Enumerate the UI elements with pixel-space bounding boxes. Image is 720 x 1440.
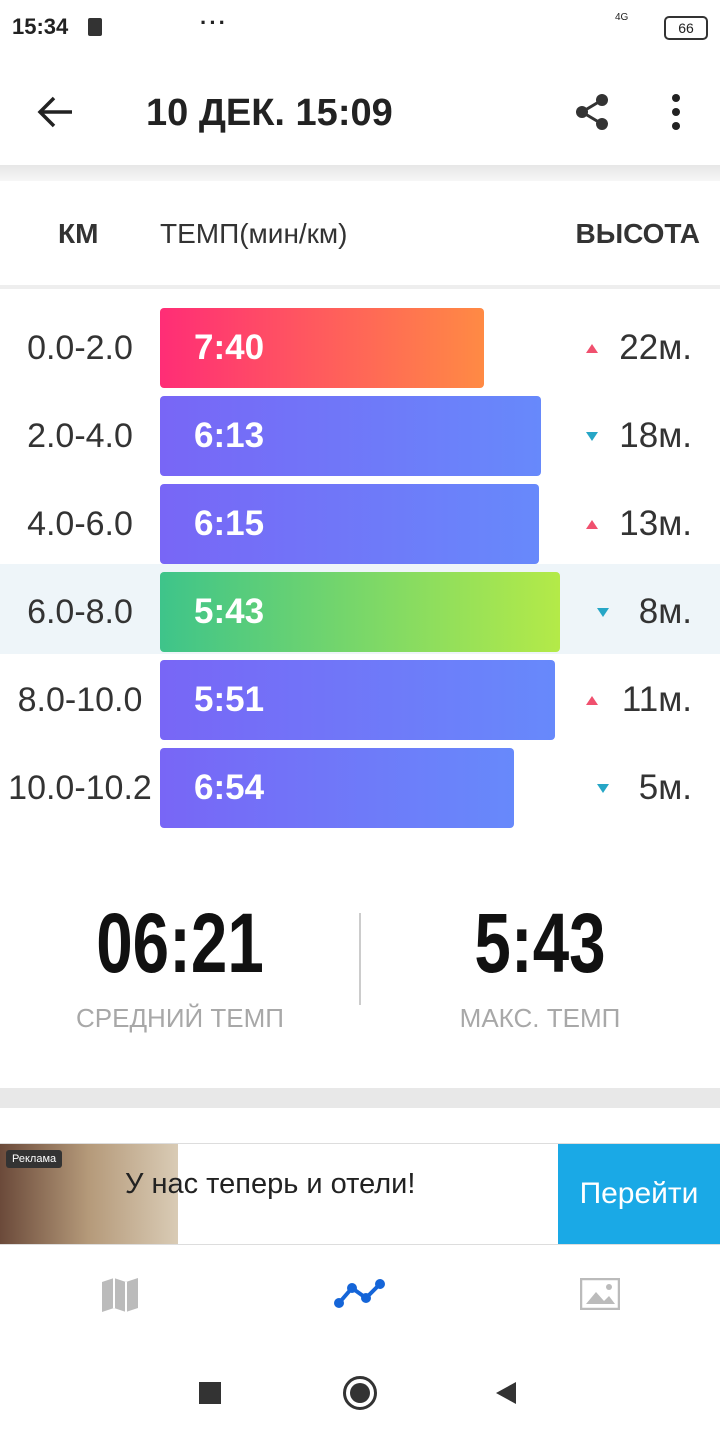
km-range: 6.0-8.0 bbox=[27, 593, 133, 631]
km-range: 0.0-2.0 bbox=[27, 329, 133, 367]
max-pace-label: МАКС. ТЕМП bbox=[459, 1003, 621, 1033]
pace-row: 10.0-10.2 6:54 5м. bbox=[0, 744, 720, 832]
more-icon: ··· bbox=[200, 10, 228, 35]
pace-row: 8.0-10.0 5:51 11м. bbox=[0, 656, 720, 744]
map-tab[interactable] bbox=[100, 1276, 140, 1314]
trend-icon bbox=[586, 696, 598, 705]
elevation: 8м. bbox=[638, 592, 692, 631]
km-range: 4.0-6.0 bbox=[27, 505, 133, 543]
pace-row: 6.0-8.0 5:43 8м. bbox=[0, 564, 720, 654]
pace-row: 4.0-6.0 6:15 13м. bbox=[0, 480, 720, 568]
pace-value: 5:43 bbox=[194, 592, 265, 631]
col-pace: ТЕМП(мин/км) bbox=[160, 218, 348, 249]
trend-icon bbox=[597, 608, 609, 617]
sim-icon bbox=[88, 18, 102, 36]
col-elevation: ВЫСОТА bbox=[575, 218, 701, 249]
avg-pace: 06:21 bbox=[96, 896, 264, 990]
menu-button[interactable] bbox=[666, 92, 686, 132]
elevation: 18м. bbox=[619, 416, 692, 455]
network: 4G bbox=[615, 12, 629, 23]
pace-bar bbox=[160, 396, 541, 476]
divider bbox=[0, 165, 720, 181]
pace-value: 6:54 bbox=[194, 768, 265, 807]
pace-value: 7:40 bbox=[194, 328, 265, 367]
pace-bar bbox=[160, 572, 561, 652]
time: 15:34 bbox=[12, 14, 69, 39]
chart-tab[interactable] bbox=[334, 1278, 386, 1310]
pace-bar bbox=[160, 308, 484, 388]
pace-bar bbox=[160, 748, 514, 828]
km-range: 10.0-10.2 bbox=[8, 769, 152, 807]
share-button[interactable] bbox=[572, 92, 612, 132]
ad-text: У нас теперь и отели! bbox=[125, 1168, 416, 1200]
pace-value: 6:15 bbox=[194, 504, 265, 543]
elevation: 22м. bbox=[619, 328, 692, 367]
pace-value: 6:13 bbox=[194, 416, 265, 455]
km-range: 8.0-10.0 bbox=[17, 681, 143, 719]
recent-button[interactable] bbox=[199, 1382, 221, 1404]
pace-bar bbox=[160, 660, 555, 740]
divider bbox=[0, 285, 720, 289]
elevation: 11м. bbox=[621, 680, 692, 719]
pace-bar bbox=[160, 484, 540, 564]
pace-row: 0.0-2.0 7:40 22м. bbox=[0, 304, 720, 392]
trend-icon bbox=[597, 784, 609, 793]
elevation: 13м. bbox=[619, 504, 692, 543]
trend-icon bbox=[586, 344, 598, 353]
separator bbox=[359, 913, 361, 1005]
battery: 66 bbox=[664, 16, 708, 40]
back-nav-button[interactable] bbox=[494, 1380, 518, 1406]
avg-pace-label: СРЕДНИЙ ТЕМП bbox=[75, 1003, 284, 1033]
pace-row: 2.0-4.0 6:13 18м. bbox=[0, 392, 720, 480]
pace-value: 5:51 bbox=[194, 680, 265, 719]
ad-badge: Реклама bbox=[6, 1150, 63, 1168]
title: 10 ДЕК. 15:09 bbox=[146, 92, 393, 134]
trend-icon bbox=[586, 432, 598, 441]
back-button[interactable] bbox=[36, 92, 76, 132]
elevation: 5м. bbox=[638, 768, 692, 807]
photo-tab[interactable] bbox=[580, 1278, 620, 1310]
home-button[interactable] bbox=[343, 1376, 377, 1410]
max-pace: 5:43 bbox=[474, 896, 606, 990]
km-range: 2.0-4.0 bbox=[27, 417, 133, 455]
trend-icon bbox=[586, 520, 598, 529]
system-nav bbox=[0, 1345, 720, 1440]
ad-button[interactable]: Перейти bbox=[558, 1144, 720, 1244]
ad-banner[interactable]: Реклама У нас теперь и отели! Перейти bbox=[0, 1143, 720, 1245]
divider bbox=[0, 1088, 720, 1108]
col-km: КМ bbox=[58, 218, 99, 249]
